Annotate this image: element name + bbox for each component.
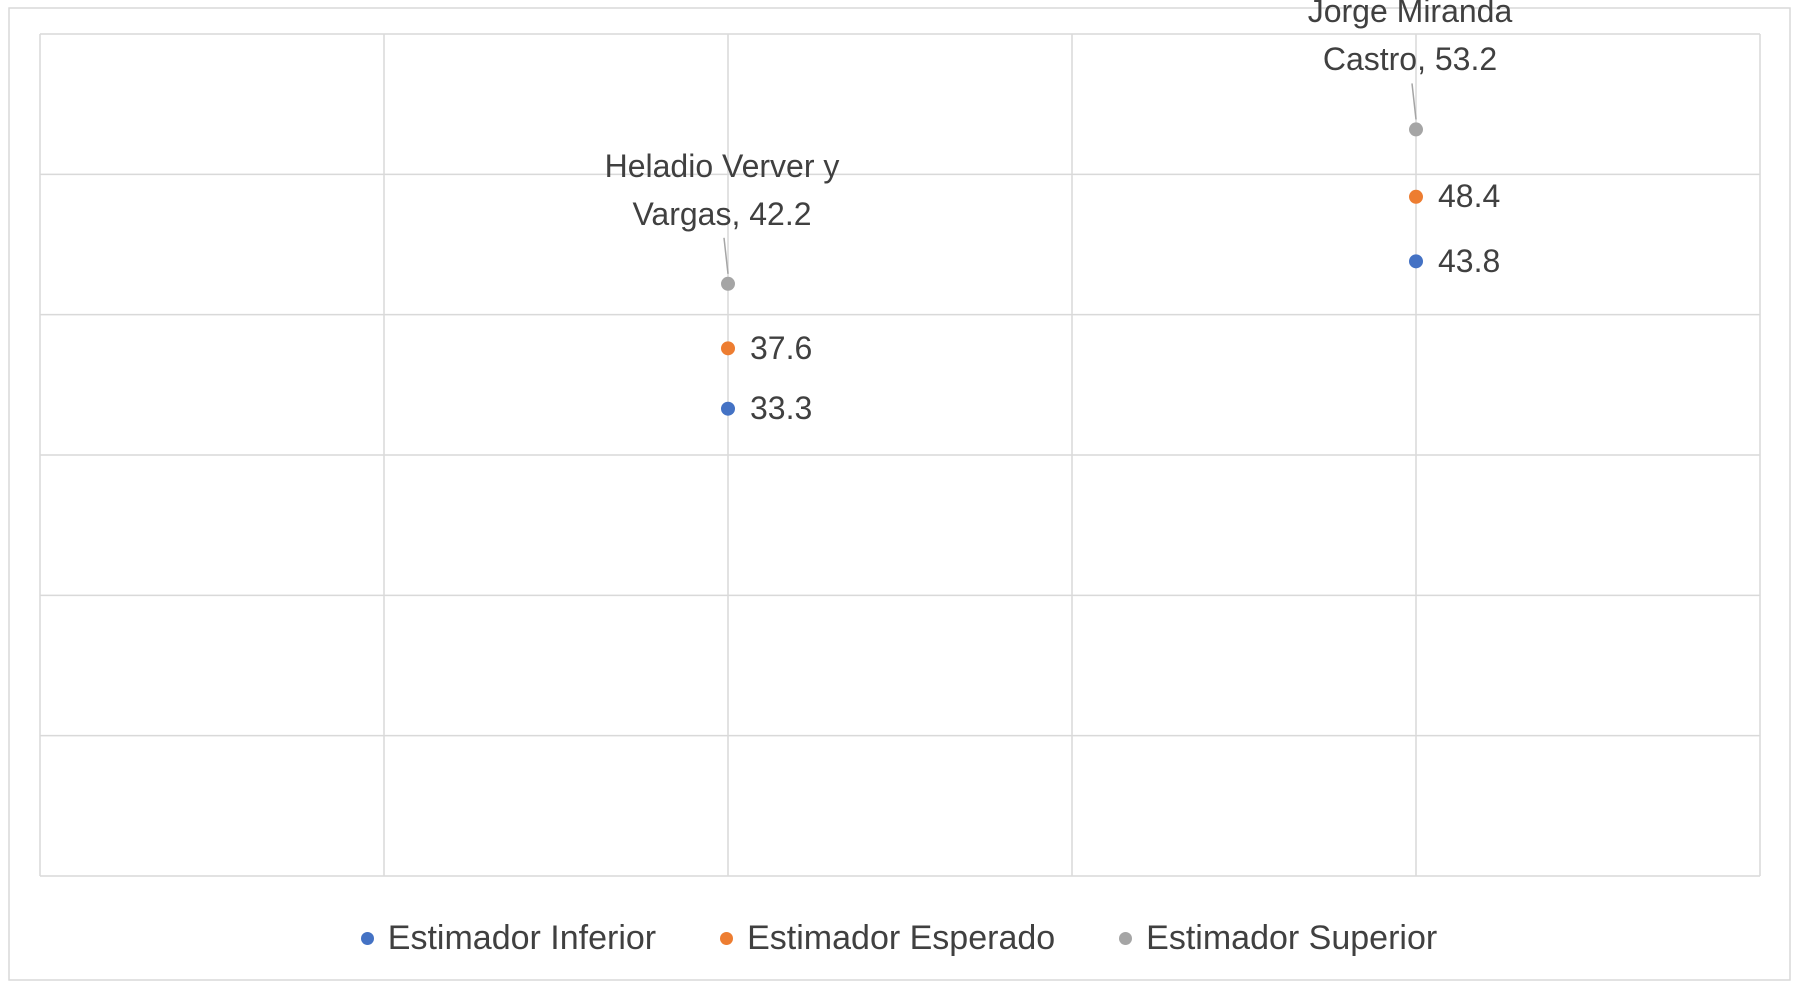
data-label: 37.6 — [750, 330, 812, 366]
point — [721, 341, 735, 356]
point — [1409, 189, 1423, 204]
point — [1409, 254, 1423, 269]
legend-item: Estimador Esperado — [720, 919, 1055, 958]
legend-item: Estimador Inferior — [360, 918, 657, 958]
legend-marker — [1119, 931, 1133, 945]
point — [721, 401, 735, 416]
data-label: 48.4 — [1438, 178, 1500, 214]
legend-marker — [720, 931, 734, 945]
data-label: Jorge Miranda Castro, 53.2 — [1307, 0, 1513, 78]
point — [1409, 122, 1423, 137]
leader-line — [723, 237, 729, 274]
data-label: 33.3 — [750, 390, 812, 426]
legend: Estimador Inferior Estimador Esperado Esti… — [0, 912, 1798, 964]
chart-border — [8, 7, 1791, 981]
leader-line — [1411, 83, 1417, 120]
legend-label: Estimador Inferior — [387, 918, 657, 957]
data-label: 43.8 — [1438, 243, 1500, 279]
legend-item: Estimador Superior — [1119, 919, 1437, 958]
legend-marker — [360, 931, 374, 945]
data-label: Heladio Verver y Vargas, 42.2 — [604, 147, 840, 232]
legend-label: Estimador Esperado — [747, 918, 1056, 957]
legend-label: Estimador Superior — [1146, 918, 1438, 957]
point — [721, 276, 735, 291]
